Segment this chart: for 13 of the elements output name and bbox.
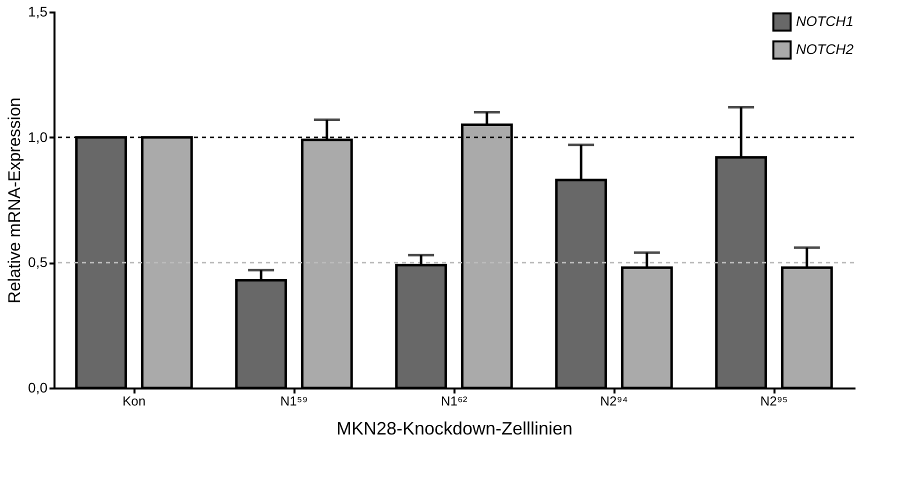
y-tick-label: 1,0 bbox=[28, 128, 48, 145]
y-tick-label: 1,5 bbox=[28, 4, 48, 20]
y-tick-label: 0,0 bbox=[28, 380, 48, 396]
x-tick-label: N2⁹⁵ bbox=[760, 394, 788, 408]
legend-label: NOTCH2 bbox=[796, 41, 854, 57]
x-tick-label: Kon bbox=[122, 394, 146, 408]
y-tick-label: 0,5 bbox=[28, 254, 48, 270]
x-tick-label: N1⁵⁹ bbox=[280, 394, 308, 408]
x-tick-label: N2⁹⁴ bbox=[600, 394, 628, 408]
x-tick-label: N1⁶² bbox=[440, 394, 468, 408]
legend-label: NOTCH1 bbox=[796, 13, 854, 29]
x-axis-title: MKN28-Knockdown-Zelllinien bbox=[336, 418, 573, 438]
y-axis-title: Relative mRNA-Expression bbox=[5, 98, 24, 304]
